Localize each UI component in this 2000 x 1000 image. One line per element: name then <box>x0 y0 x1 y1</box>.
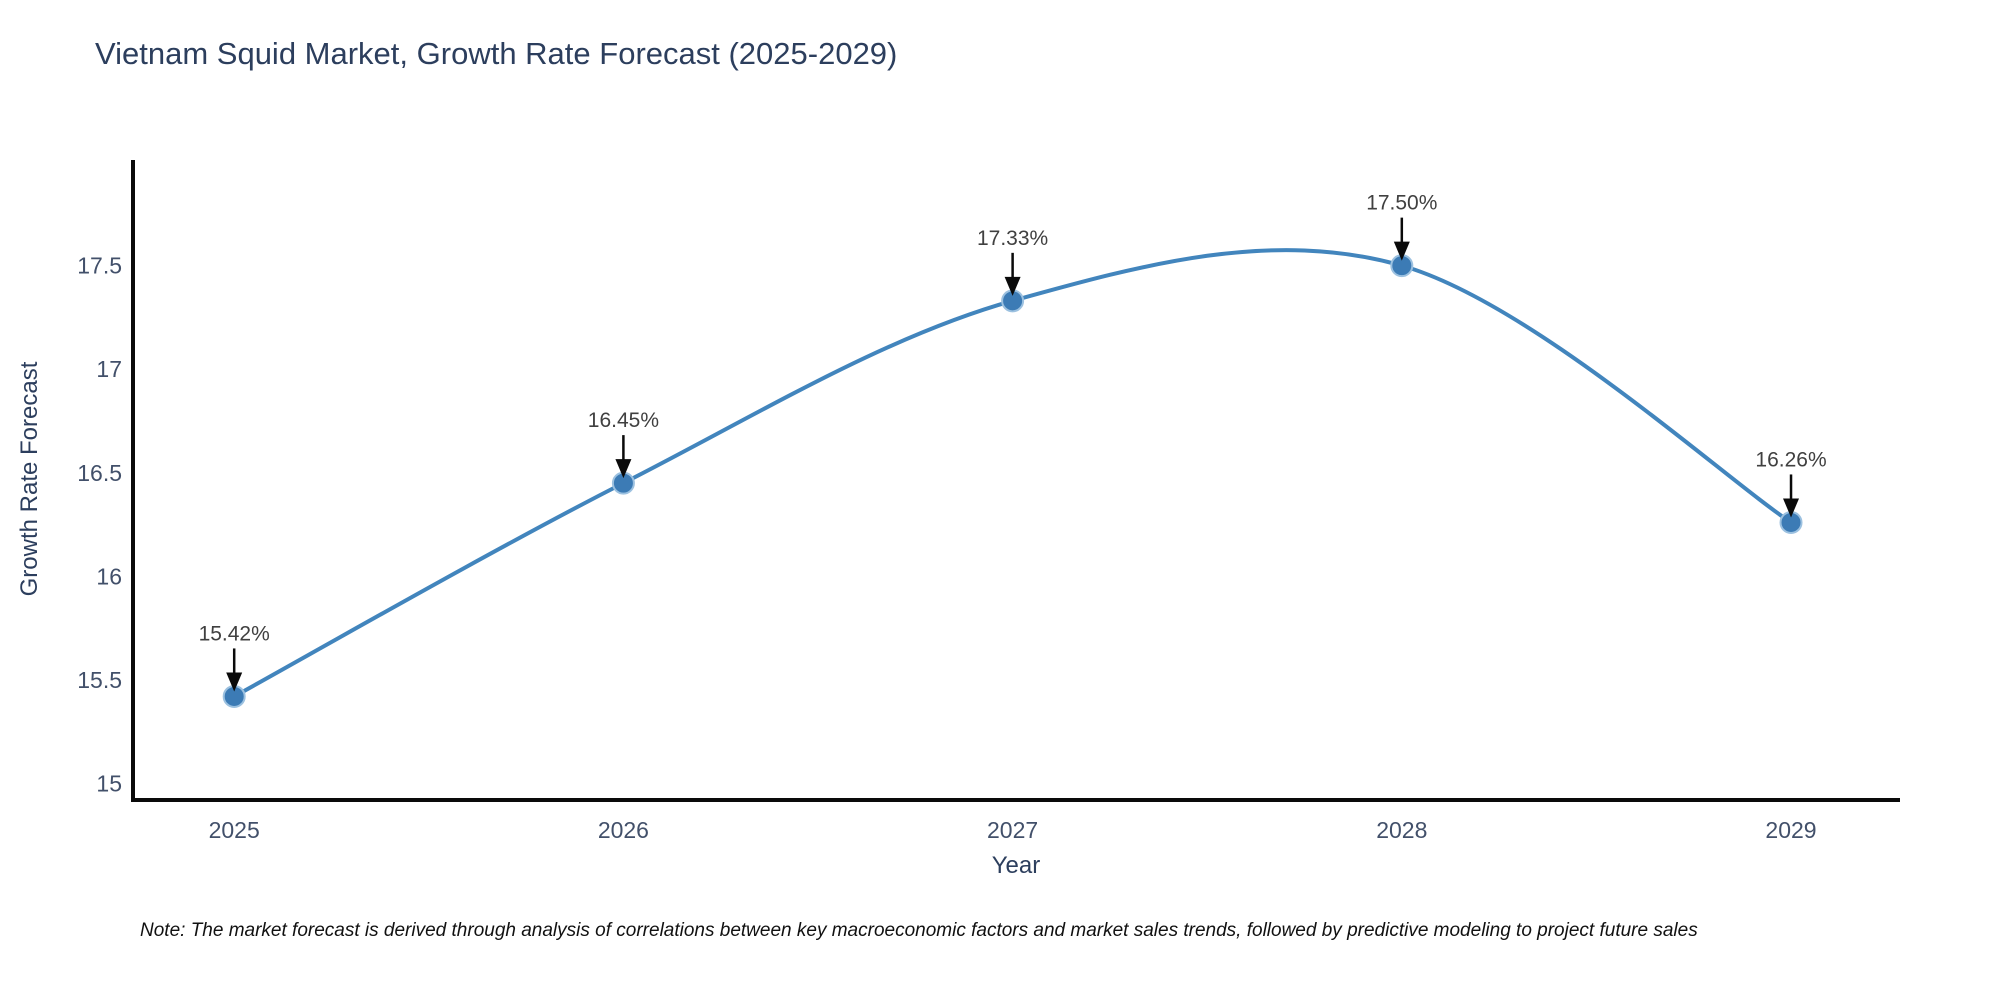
y-tick-label: 16.5 <box>77 460 122 486</box>
x-axis-title: Year <box>991 852 1041 879</box>
annotation-arrow-head <box>1004 276 1021 296</box>
data-point-label: 15.42% <box>199 622 270 645</box>
x-tick-label: 2028 <box>1376 817 1427 843</box>
y-tick-label: 15 <box>96 770 122 796</box>
y-tick-label: 17 <box>96 356 122 382</box>
data-point-label: 16.45% <box>588 409 659 432</box>
chart-title: Vietnam Squid Market, Growth Rate Foreca… <box>95 36 898 71</box>
annotation-arrow-head <box>615 459 632 479</box>
annotation-arrow-head <box>1393 241 1410 261</box>
y-tick-label: 17.5 <box>77 253 122 279</box>
data-point-label: 17.33% <box>977 227 1048 250</box>
data-point-label: 17.50% <box>1366 192 1437 215</box>
annotation-arrow-head <box>226 672 243 692</box>
x-tick-label: 2026 <box>598 817 649 843</box>
x-tick-label: 2027 <box>987 817 1038 843</box>
series-line <box>232 248 1794 699</box>
y-tick-label: 16 <box>96 563 122 589</box>
data-point-label: 16.26% <box>1755 448 1826 471</box>
x-tick-label: 2029 <box>1765 817 1816 843</box>
y-axis-title: Growth Rate Forecast <box>16 361 43 597</box>
x-tick-label: 2025 <box>209 817 260 843</box>
footnote: Note: The market forecast is derived thr… <box>140 920 1698 941</box>
annotation-arrow-head <box>1783 498 1800 518</box>
y-tick-label: 15.5 <box>77 667 122 693</box>
